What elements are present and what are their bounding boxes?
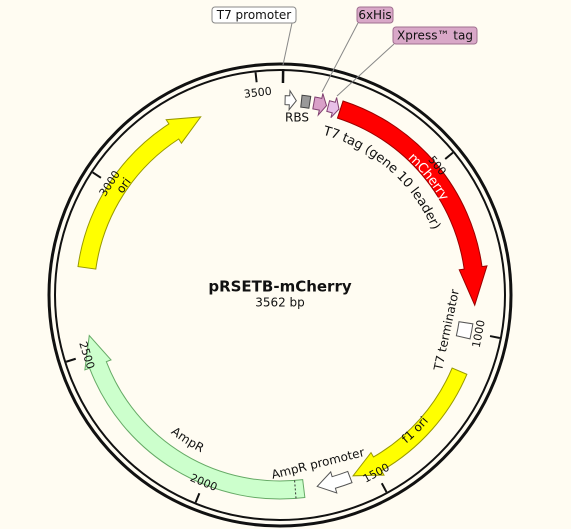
feature-arrow (316, 470, 353, 494)
label-box (211, 6, 297, 24)
feature-arrow (326, 97, 340, 118)
leader-line (321, 22, 359, 93)
label-box (356, 6, 394, 24)
backbone-inner (54, 69, 506, 521)
tick-mark (254, 72, 258, 83)
tick-mark (194, 492, 201, 503)
tick-mark (444, 151, 454, 160)
feature-label: 6xHis (358, 8, 391, 22)
feature-arrow (284, 89, 297, 112)
feature-arrow (336, 100, 488, 307)
plasmid-size: 3562 bp (255, 296, 305, 310)
feature-label: RBS (285, 111, 309, 125)
leader-line (282, 22, 293, 66)
tick-mark (380, 482, 388, 493)
tick-mark (92, 171, 102, 179)
feature-arrow (77, 116, 202, 270)
tick-label: 3500 (243, 85, 272, 101)
feature-divider (294, 480, 297, 499)
feature-arrow (352, 367, 468, 477)
tick-mark (489, 335, 501, 339)
label-box (392, 26, 478, 45)
plasmid-name: pRSETB-mCherry (208, 278, 352, 296)
feature-box (300, 94, 312, 109)
feature-arrow (84, 334, 306, 500)
tick-mark (65, 357, 77, 363)
tick-label: 1000 (470, 319, 488, 349)
backbone-outer (47, 62, 513, 528)
feature-label: Xpress™ tag (397, 29, 473, 43)
feature-box (455, 321, 474, 340)
feature-label: T7 promoter (216, 8, 292, 22)
leader-line (336, 43, 395, 97)
feature-arrow (312, 93, 328, 117)
